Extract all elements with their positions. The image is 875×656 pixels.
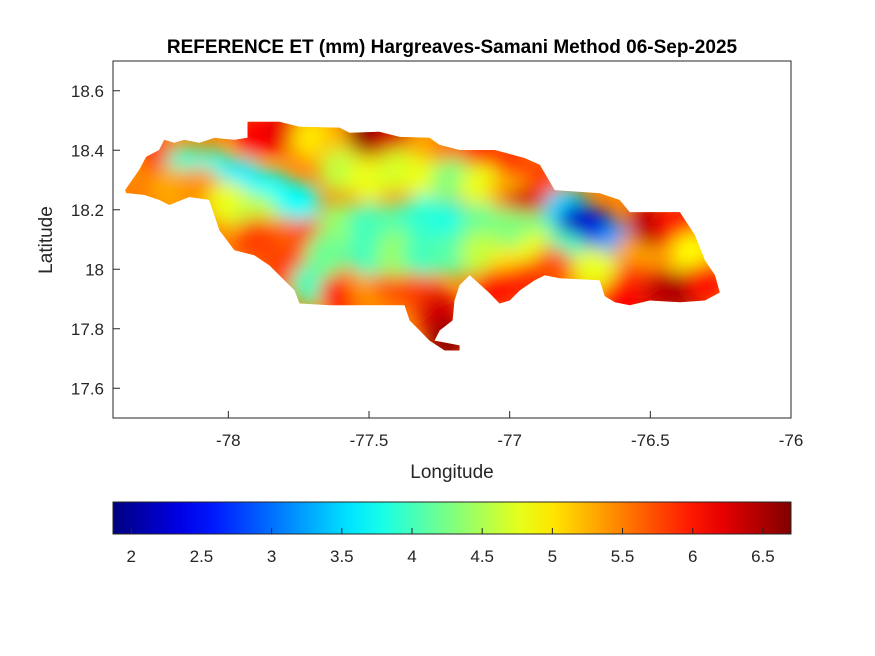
colorbar-ticks: 2 2.5 3 3.5 4 4.5 5 5.5 6 6.5 (127, 528, 775, 566)
y-axis-label: Latitude (36, 206, 57, 274)
x-axis: -78 -77.5 -77 -76.5 -76 (216, 411, 803, 450)
x-tick-label: -78 (216, 431, 241, 450)
x-tick-label: -76.5 (631, 431, 670, 450)
y-axis: 18.6 18.4 18.2 18 17.8 17.6 (71, 82, 120, 398)
colorbar-tick-label: 3 (267, 547, 276, 566)
field-sample (234, 217, 279, 262)
x-tick-label: -77 (497, 431, 522, 450)
y-tick-label: 17.8 (71, 320, 104, 339)
colorbar-tick-label: 2 (127, 547, 136, 566)
colorbar-tick-label: 3.5 (330, 547, 354, 566)
colorbar: 2 2.5 3 3.5 4 4.5 5 5.5 6 6.5 (112, 501, 792, 566)
y-tick-label: 17.6 (71, 379, 104, 398)
colorbar-tick-label: 2.5 (190, 547, 214, 566)
colorbar-tick-label: 5.5 (611, 547, 635, 566)
plot-area: -78 -77.5 -77 -76.5 -76 18.6 18.4 18.2 18 17.8 17… (36, 60, 803, 483)
colorbar-tick-label: 5 (548, 547, 557, 566)
field-sample (276, 181, 321, 226)
y-tick-label: 18.2 (71, 201, 104, 220)
colorbar-tick-label: 4.5 (470, 547, 494, 566)
x-tick-label: -77.5 (350, 431, 389, 450)
field-sample (304, 232, 349, 277)
x-axis-label: Longitude (410, 462, 493, 483)
colorbar-tick-label: 4 (407, 547, 416, 566)
colorbar-tick-label: 6.5 (751, 547, 775, 566)
colorbar-gradient (112, 501, 792, 535)
x-tick-label: -76 (779, 431, 804, 450)
y-tick-label: 18.4 (71, 141, 104, 160)
plot-frame (112, 60, 792, 419)
y-tick-label: 18 (85, 260, 104, 279)
y-tick-label: 18.6 (71, 82, 104, 101)
chart-title: REFERENCE ET (mm) Hargreaves-Samani Meth… (167, 37, 738, 58)
colorbar-tick-label: 6 (688, 547, 697, 566)
